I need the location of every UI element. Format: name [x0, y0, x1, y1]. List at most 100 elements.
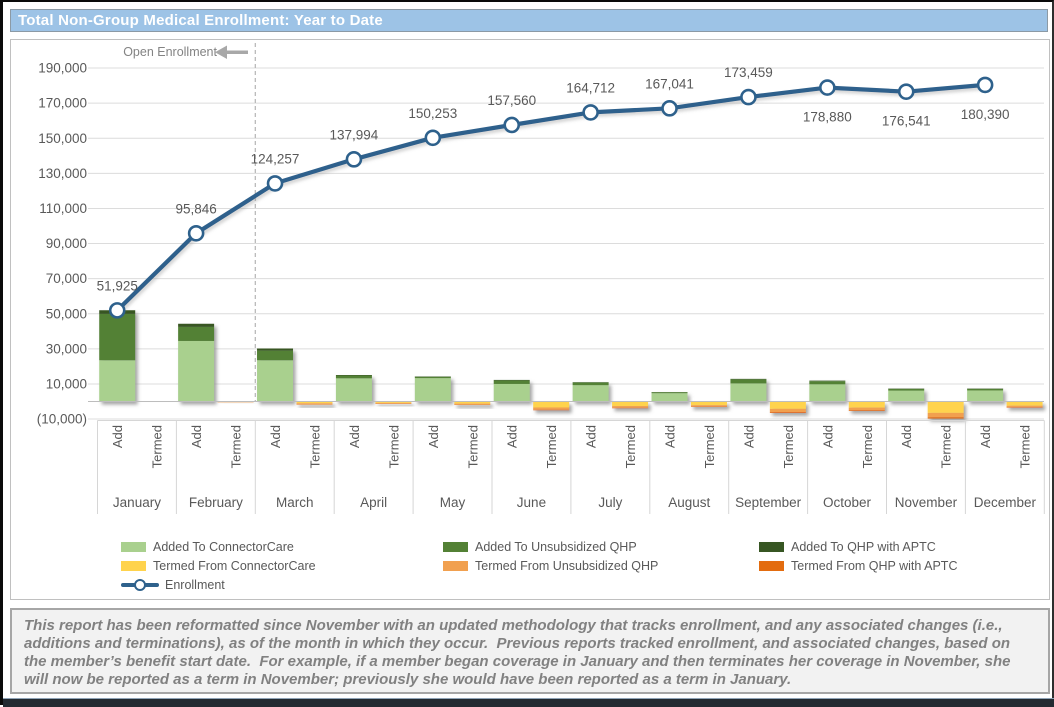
month-label-december: December	[974, 495, 1037, 510]
axis-label-termed: Termed	[860, 425, 875, 468]
bar-segment-october	[809, 381, 845, 384]
month-label-february: February	[189, 495, 243, 510]
month-label-september: September	[735, 495, 802, 510]
open-enrollment-arrow	[226, 51, 248, 55]
enrollment-point-april	[347, 152, 361, 166]
legend-item-added-to-qhp-with-aptc: Added To QHP with APTC	[759, 539, 1037, 554]
bar-segment-termed-april	[375, 403, 411, 404]
legend-line-swatch	[121, 579, 159, 591]
enrollment-point-october	[820, 81, 834, 95]
bar-segment-february	[178, 324, 214, 327]
y-axis-label: 50,000	[46, 306, 87, 321]
bar-segment-termed-september	[770, 409, 806, 412]
legend-label: Termed From ConnectorCare	[153, 559, 316, 573]
enrollment-value-label: 157,560	[487, 93, 536, 108]
axis-label-add: Add	[820, 425, 835, 448]
bar-stack-add-may	[415, 376, 451, 401]
bar-segment-may	[415, 378, 451, 401]
bar-segment-termed-august	[691, 405, 727, 406]
bar-segment-termed-july	[612, 406, 648, 408]
month-label-august: August	[668, 495, 710, 510]
bar-segment-october	[809, 381, 845, 382]
legend-label: Added To QHP with APTC	[791, 540, 936, 554]
y-axis-label: 110,000	[39, 201, 87, 216]
bar-stack-add-july	[573, 382, 609, 401]
bar-segment-march	[257, 348, 293, 350]
bar-segment-october	[809, 384, 845, 401]
enrollment-point-may	[426, 131, 440, 145]
bar-stack-termed-october	[849, 402, 885, 411]
bar-segment-july	[573, 383, 609, 386]
legend-label: Termed From Unsubsidized QHP	[475, 559, 658, 573]
bar-stack-add-november	[888, 389, 924, 402]
bar-segment-termed-december	[1007, 402, 1043, 406]
axis-label-add: Add	[189, 425, 204, 448]
enrollment-value-label: 124,257	[251, 151, 300, 166]
enrollment-point-january	[110, 303, 124, 317]
bar-segment-november	[888, 389, 924, 391]
bar-stack-add-february	[178, 324, 214, 402]
bar-segment-march	[257, 351, 293, 361]
bar-segment-termed-september	[770, 412, 806, 413]
enrollment-value-label: 173,459	[724, 65, 773, 80]
bar-segment-september	[730, 383, 766, 401]
bar-segment-march	[257, 360, 293, 401]
enrollment-point-december	[978, 78, 992, 92]
axis-label-add: Add	[505, 425, 520, 448]
bar-segment-december	[967, 389, 1003, 391]
bar-segment-termed-september	[770, 402, 806, 409]
legend-color-swatch	[121, 561, 146, 571]
bar-segment-february	[178, 341, 214, 402]
bar-segment-january	[99, 360, 135, 401]
y-axis-label: 170,000	[38, 96, 87, 111]
y-axis-label: (10,000)	[37, 412, 87, 427]
enrollment-chart: 190,000170,000150,000130,000110,00090,00…	[11, 40, 1049, 532]
bar-segment-april	[336, 376, 372, 379]
axis-label-termed: Termed	[465, 425, 480, 468]
bar-stack-add-april	[336, 375, 372, 402]
legend-color-swatch	[443, 561, 468, 571]
bar-segment-termed-october	[849, 408, 885, 411]
report-title: Total Non-Group Medical Enrollment: Year…	[18, 12, 383, 29]
bar-segment-june	[494, 380, 530, 384]
legend-color-swatch	[121, 542, 146, 552]
footnote-box: This report has been reformatted since N…	[10, 608, 1050, 694]
axis-label-termed: Termed	[386, 425, 401, 468]
axis-label-add: Add	[663, 425, 678, 448]
enrollment-point-september	[741, 90, 755, 104]
month-label-april: April	[360, 495, 387, 510]
bar-stack-termed-december	[1007, 402, 1043, 408]
bar-segment-termed-june	[533, 407, 569, 409]
y-axis-label: 70,000	[46, 271, 87, 286]
axis-label-termed: Termed	[623, 425, 638, 468]
bar-segment-termed-november	[928, 413, 964, 417]
bar-stack-termed-july	[612, 402, 648, 409]
enrollment-value-label: 180,390	[961, 107, 1010, 122]
footnote-text: This report has been reformatted since N…	[24, 617, 1034, 689]
enrollment-value-label: 137,994	[330, 127, 379, 142]
bar-segment-august	[652, 392, 688, 393]
axis-label-termed: Termed	[781, 425, 796, 468]
y-axis-label: 190,000	[38, 61, 87, 76]
bar-stack-add-august	[652, 392, 688, 401]
legend-label: Added To ConnectorCare	[153, 540, 294, 554]
bar-stack-add-june	[494, 380, 530, 402]
enrollment-value-label: 164,712	[566, 80, 615, 95]
month-label-november: November	[895, 495, 958, 510]
axis-label-add: Add	[268, 425, 283, 448]
legend-label: Added To Unsubsidized QHP	[475, 540, 637, 554]
axis-label-termed: Termed	[150, 425, 165, 468]
axis-label-termed: Termed	[1018, 425, 1033, 468]
month-label-march: March	[276, 495, 314, 510]
axis-label-add: Add	[426, 425, 441, 448]
bar-segment-september	[730, 379, 766, 380]
enrollment-value-label: 176,541	[882, 114, 931, 129]
axis-label-add: Add	[741, 425, 756, 448]
month-label-june: June	[517, 495, 546, 510]
bar-segment-termed-november	[928, 417, 964, 418]
axis-label-termed: Termed	[307, 425, 322, 468]
enrollment-point-november	[899, 85, 913, 99]
bar-segment-termed-june	[533, 410, 569, 411]
month-label-october: October	[823, 495, 872, 510]
